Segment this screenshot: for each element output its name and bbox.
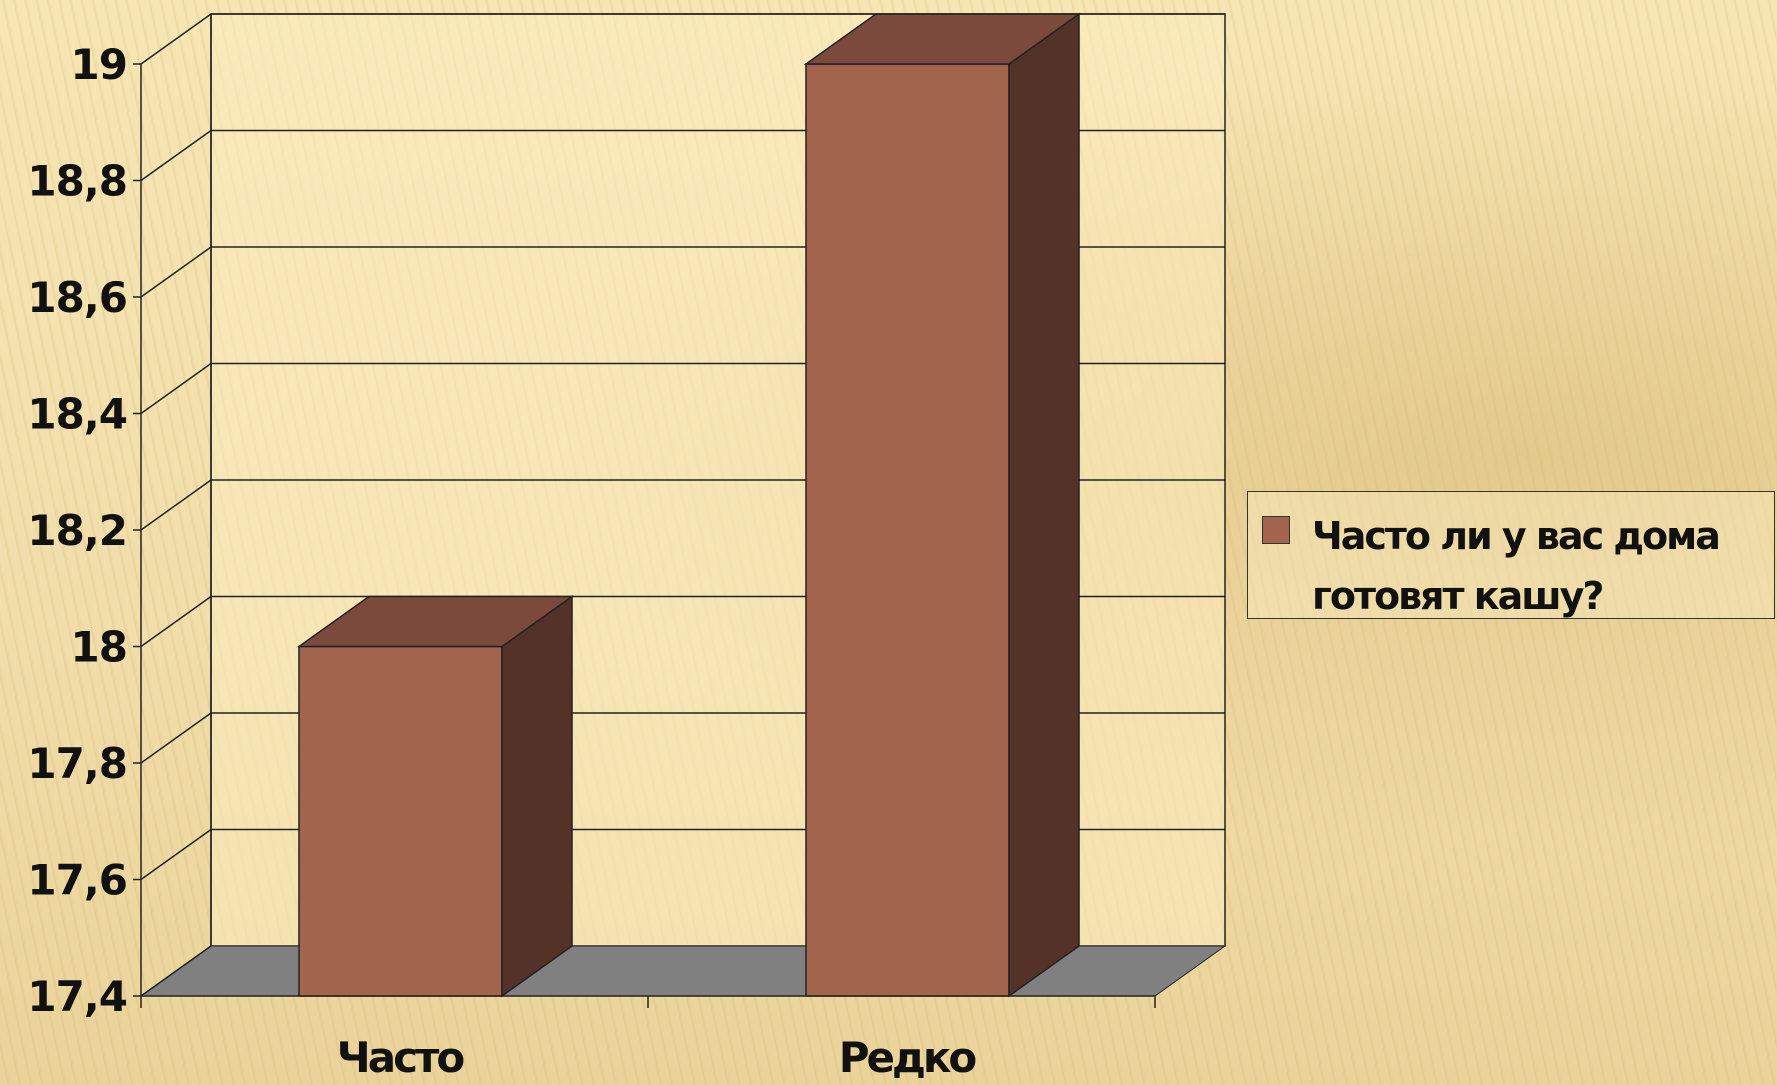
legend: Часто ли у вас дома готовят кашу? (1247, 491, 1775, 619)
bar-side (501, 595, 573, 998)
bar-top (296, 595, 575, 648)
bar-side (1008, 12, 1080, 998)
side-gridline (140, 13, 212, 65)
side-gridline (140, 595, 212, 648)
bar-front (805, 63, 1010, 997)
y-tick-label: 18,8 (27, 157, 127, 206)
y-tick-label: 17,6 (27, 856, 127, 905)
y-tick-label: 17,4 (27, 972, 127, 1021)
side-gridline (140, 362, 212, 415)
x-tick-label: Редко (839, 1033, 977, 1082)
y-tick-label: 17,8 (27, 739, 127, 788)
x-tick-label: Часто (337, 1033, 465, 1082)
side-gridline (140, 129, 212, 182)
y-tick-label: 18,2 (27, 506, 127, 555)
bars (296, 12, 1082, 998)
legend-label: Часто ли у вас дома готовят кашу? (1312, 514, 1721, 618)
side-gridline (140, 945, 212, 997)
side-gridline (140, 712, 212, 764)
side-gridline (140, 246, 212, 298)
bar-front (298, 645, 503, 997)
bar-top (803, 13, 1082, 65)
bar-1 (296, 595, 575, 998)
y-tick-label: 19 (71, 40, 127, 89)
y-tick-labels: 17,4 17,6 17,8 18 18,2 18,4 18,6 18,8 19 (27, 40, 128, 1021)
side-gridline (140, 479, 212, 531)
y-tick-label: 18 (71, 623, 127, 672)
y-tick-label: 18,4 (27, 390, 127, 439)
side-gridline (140, 828, 212, 881)
x-tick-labels: Часто Редко (337, 1033, 980, 1082)
legend-swatch (1262, 516, 1290, 544)
bar-2 (803, 12, 1082, 998)
y-tick-label: 18,6 (27, 273, 127, 322)
